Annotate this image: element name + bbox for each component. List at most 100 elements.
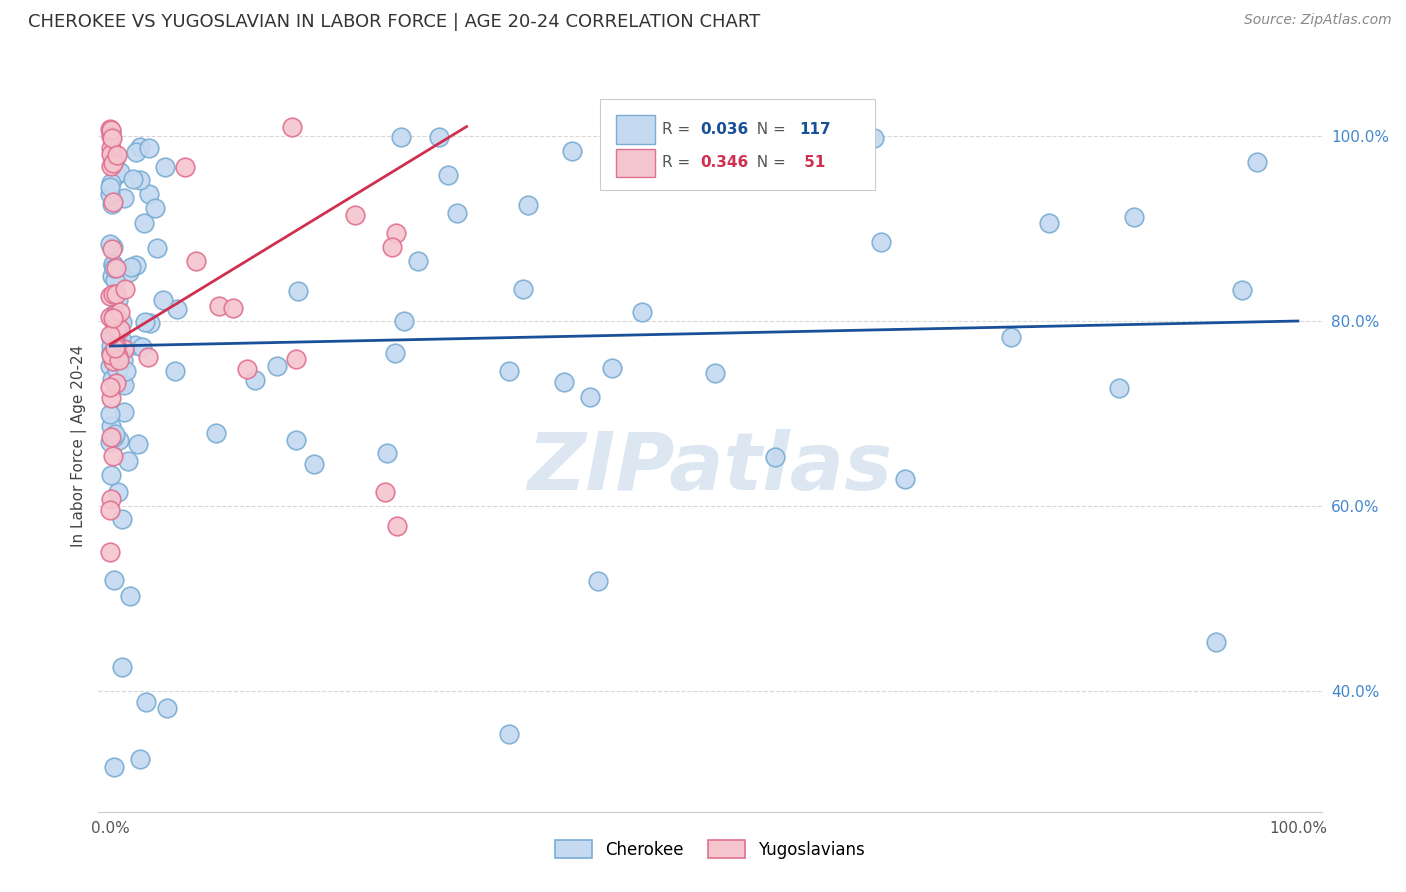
Point — [101, 269, 124, 284]
Point — [1038, 215, 1060, 229]
Point — [1108, 381, 1130, 395]
Point — [104, 308, 127, 322]
Point — [124, 338, 146, 352]
Point — [384, 346, 406, 360]
Point — [389, 129, 412, 144]
Point — [100, 545, 122, 559]
Point — [105, 148, 128, 162]
Point — [208, 299, 231, 313]
Point — [101, 242, 124, 256]
Point — [114, 364, 136, 378]
Point — [117, 453, 139, 467]
Point — [384, 226, 406, 240]
Point — [100, 330, 122, 344]
Point — [862, 131, 884, 145]
Point — [127, 436, 149, 450]
Point — [108, 322, 131, 336]
Point — [101, 194, 124, 209]
Text: N =: N = — [747, 155, 790, 170]
Point — [139, 317, 162, 331]
Point — [146, 241, 169, 255]
Point — [152, 293, 174, 308]
Point — [100, 129, 122, 144]
Point — [100, 468, 122, 483]
Point — [512, 282, 534, 296]
Point — [165, 364, 187, 378]
Point — [100, 430, 122, 444]
Point — [763, 450, 786, 464]
Point — [553, 376, 575, 390]
Point — [427, 129, 450, 144]
Point — [125, 258, 148, 272]
Point — [107, 485, 129, 500]
Point — [446, 206, 468, 220]
Text: 117: 117 — [800, 121, 831, 136]
Point — [138, 187, 160, 202]
Point — [498, 727, 520, 741]
Point — [122, 171, 145, 186]
Point — [235, 361, 257, 376]
Point — [344, 208, 367, 222]
Point — [98, 122, 121, 136]
Point — [100, 141, 122, 155]
Point — [103, 760, 125, 774]
Point — [112, 378, 135, 392]
Point — [110, 660, 132, 674]
FancyBboxPatch shape — [616, 115, 655, 144]
Point — [174, 160, 197, 174]
Point — [104, 341, 127, 355]
Point — [105, 376, 128, 390]
Point — [104, 168, 127, 182]
Point — [110, 331, 132, 345]
Point — [375, 445, 398, 459]
Point — [381, 240, 404, 254]
Point — [101, 313, 124, 327]
Text: Source: ZipAtlas.com: Source: ZipAtlas.com — [1244, 13, 1392, 28]
Point — [98, 379, 121, 393]
Point — [135, 695, 157, 709]
Point — [104, 358, 127, 372]
Point — [105, 345, 128, 359]
Point — [105, 287, 128, 301]
Point — [184, 254, 207, 268]
Point — [100, 391, 122, 405]
Point — [112, 191, 135, 205]
Point — [266, 359, 288, 374]
Text: R =: R = — [662, 155, 696, 170]
Point — [138, 141, 160, 155]
Point — [100, 491, 122, 506]
Point — [105, 261, 128, 276]
Point — [100, 348, 122, 362]
Point — [100, 176, 122, 190]
Point — [131, 340, 153, 354]
Point — [166, 302, 188, 317]
Point — [156, 700, 179, 714]
Point — [104, 273, 127, 287]
Point — [105, 363, 128, 377]
Point — [104, 426, 127, 441]
Point — [98, 328, 121, 343]
Point — [114, 340, 136, 354]
Point — [631, 305, 654, 319]
Point — [104, 320, 127, 334]
Point — [107, 349, 129, 363]
Point — [870, 235, 893, 250]
Point — [110, 305, 132, 319]
Point — [110, 512, 132, 526]
Legend: Cherokee, Yugoslavians: Cherokee, Yugoslavians — [548, 833, 872, 865]
Point — [112, 405, 135, 419]
Point — [284, 352, 307, 367]
Point — [107, 293, 129, 307]
Point — [120, 589, 142, 603]
Point — [104, 321, 127, 335]
Point — [1246, 155, 1268, 169]
Point — [98, 179, 121, 194]
Text: ZIPatlas: ZIPatlas — [527, 429, 893, 507]
Point — [128, 752, 150, 766]
Point — [100, 347, 122, 361]
Point — [285, 433, 308, 447]
Point — [107, 339, 129, 353]
Point — [103, 430, 125, 444]
Point — [1205, 635, 1227, 649]
Point — [894, 472, 917, 486]
